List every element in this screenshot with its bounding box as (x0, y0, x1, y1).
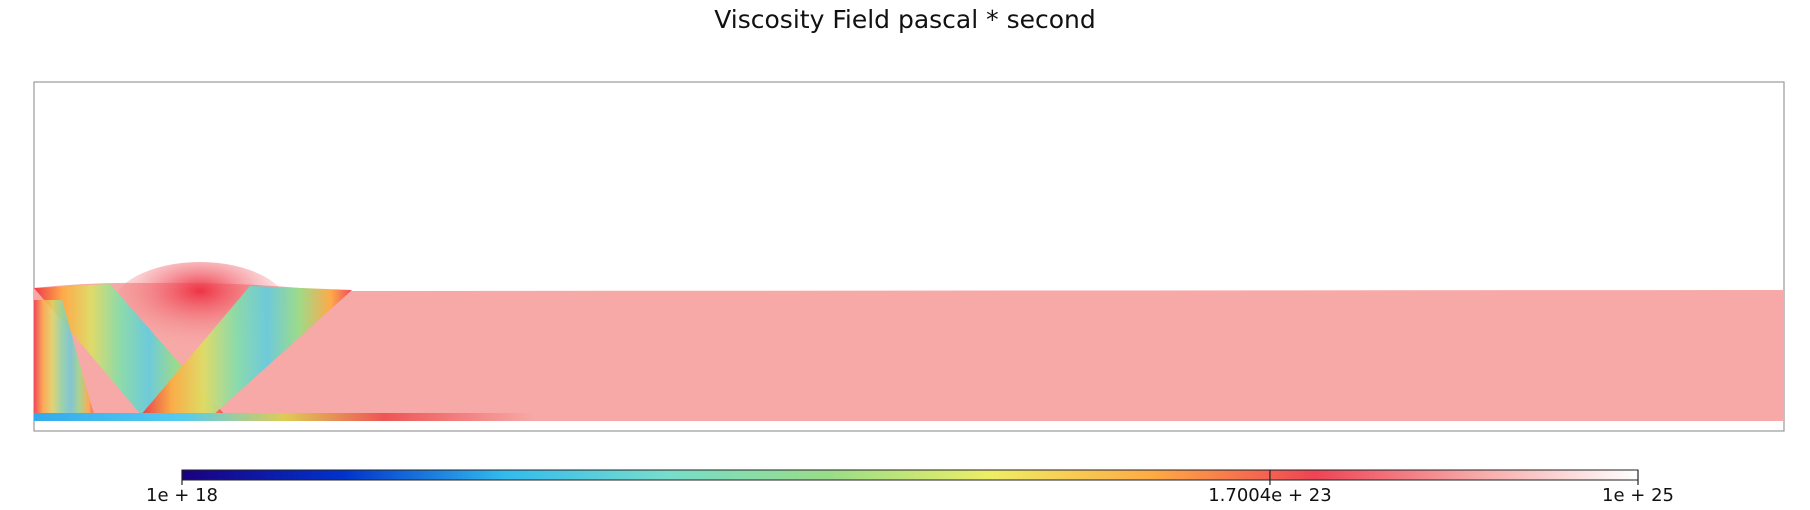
colorbar-tick-label: 1e + 25 (1602, 485, 1674, 506)
colorbar-ticks (181, 470, 1639, 485)
basal-strip (34, 413, 534, 421)
viscosity-field (34, 262, 1784, 421)
shear-band-right (140, 286, 352, 416)
chart-title: Viscosity Field pascal * second (714, 5, 1096, 34)
material-layer (34, 282, 1784, 421)
shear-band-boundary (34, 300, 95, 418)
colorbar-tick-label: 1e + 18 (146, 485, 218, 506)
colorbar-tick-label: 1.7004e + 23 (1208, 485, 1332, 506)
colorbar (181, 469, 1639, 481)
